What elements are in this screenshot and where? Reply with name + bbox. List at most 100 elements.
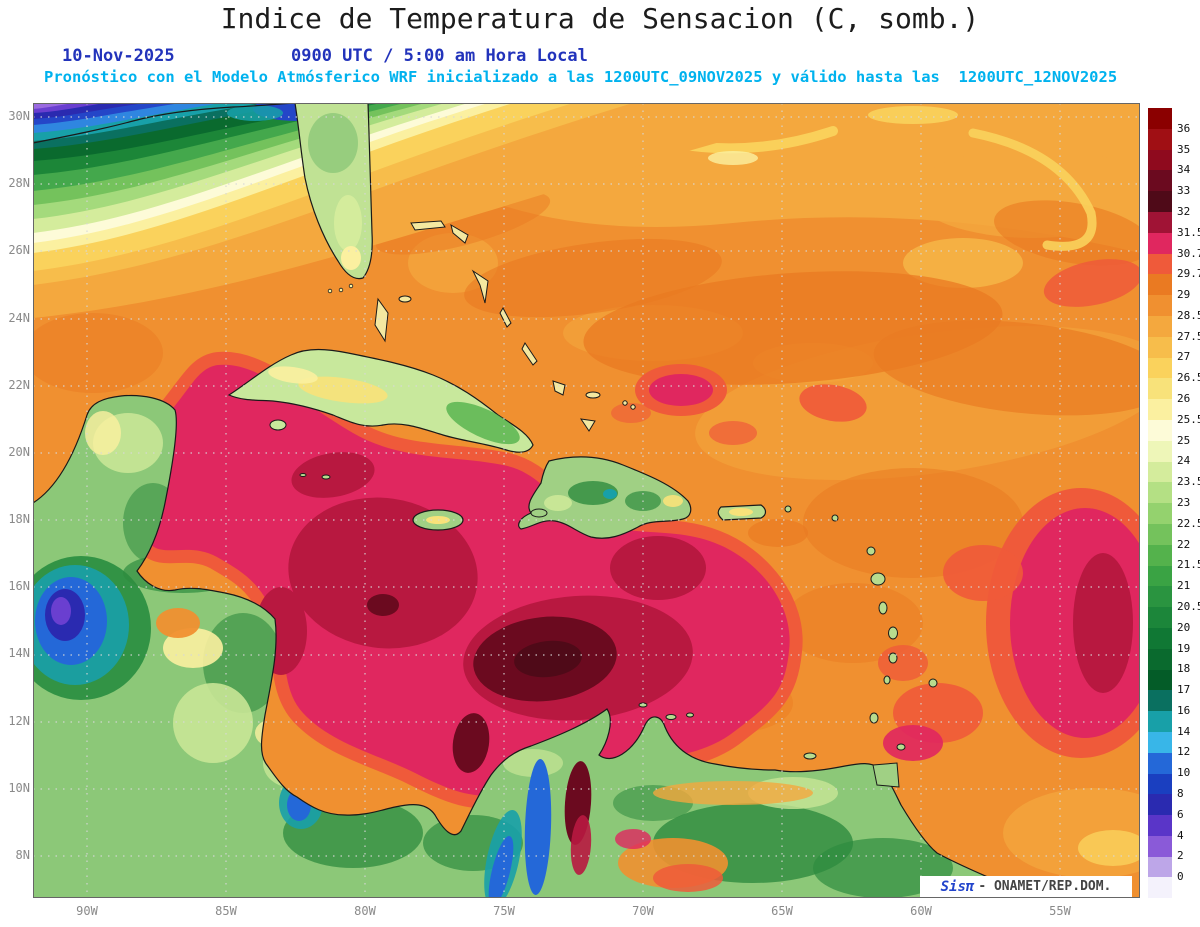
land-florida bbox=[33, 103, 373, 294]
lat-label: 24N bbox=[8, 310, 30, 325]
colorbar-segment bbox=[1148, 627, 1172, 649]
colorbar-label: 4 bbox=[1177, 828, 1184, 842]
islands-lesser-antilles bbox=[299, 473, 938, 788]
colorbar-label: 26 bbox=[1177, 392, 1191, 406]
island-puerto-rico bbox=[717, 504, 767, 521]
colorbar-segment bbox=[1148, 128, 1172, 150]
colorbar-segment bbox=[1148, 586, 1172, 608]
islands-bahamas bbox=[374, 220, 636, 432]
colorbar-label: 18 bbox=[1177, 662, 1191, 676]
lon-label: 55W bbox=[1049, 904, 1071, 918]
colorbar-label: 10 bbox=[1177, 766, 1191, 780]
colorbar-label: 23 bbox=[1177, 496, 1191, 509]
colorbar-label: 20.5 bbox=[1177, 599, 1200, 613]
colorbar-label: 34 bbox=[1177, 163, 1191, 177]
lat-label: 20N bbox=[8, 444, 30, 459]
colorbar-segment bbox=[1148, 378, 1172, 400]
lon-label: 70W bbox=[632, 904, 654, 918]
colorbar-label: 21 bbox=[1177, 579, 1191, 593]
colorbar-segment bbox=[1148, 357, 1172, 379]
watermark-brand: Sisπ bbox=[940, 878, 975, 895]
lat-label: 28N bbox=[8, 176, 30, 191]
valid-date: 10-Nov-2025 bbox=[62, 46, 175, 66]
warm-anomalies bbox=[611, 259, 1140, 761]
colorbar-segment bbox=[1148, 108, 1172, 129]
colorbar-segment bbox=[1148, 191, 1172, 212]
colorbar-segment bbox=[1148, 170, 1172, 192]
colorbar-label: 36 bbox=[1177, 121, 1191, 135]
colorbar-segment bbox=[1148, 877, 1172, 899]
colorbar-segment bbox=[1148, 211, 1172, 233]
lat-label: 30N bbox=[8, 109, 30, 123]
colorbar-label: 2 bbox=[1177, 849, 1184, 863]
lat-label: 22N bbox=[8, 377, 30, 392]
colorbar-label: 27.5 bbox=[1177, 329, 1200, 343]
colorbar-label: 35 bbox=[1177, 142, 1191, 156]
colorbar-segment bbox=[1148, 232, 1172, 254]
colorbar-segment bbox=[1148, 731, 1172, 753]
colorbar-label: 12 bbox=[1177, 745, 1191, 759]
colorbar-segment bbox=[1148, 856, 1172, 878]
colorbar-label: 20 bbox=[1177, 620, 1191, 634]
map-area: Sisπ - ONAMET/REP.DOM. bbox=[33, 103, 1140, 898]
colorbar-label: 28.5 bbox=[1177, 308, 1200, 322]
colorbar-segment bbox=[1148, 794, 1172, 816]
colorbar-segment bbox=[1148, 711, 1172, 732]
colorbar-label: 24 bbox=[1177, 454, 1191, 468]
colorbar-segment bbox=[1148, 336, 1172, 358]
colorbar-segment bbox=[1148, 503, 1172, 524]
colorbar-label: 22 bbox=[1177, 537, 1191, 551]
lon-label: 65W bbox=[771, 904, 793, 918]
colorbar-label: 31.5 bbox=[1177, 225, 1200, 239]
colorbar-segment bbox=[1148, 669, 1172, 691]
colorbar-label: 30.7 bbox=[1177, 246, 1200, 260]
colorbar-label: 22.5 bbox=[1177, 516, 1200, 530]
lat-label: 18N bbox=[8, 512, 30, 527]
colorbar-segment bbox=[1148, 149, 1172, 171]
lat-label: 8N bbox=[15, 847, 30, 862]
colorbar-label: 25 bbox=[1177, 433, 1191, 447]
colorbar-segment bbox=[1148, 835, 1172, 857]
colorbar-label: 32 bbox=[1177, 204, 1191, 218]
colorbar-label: 17 bbox=[1177, 683, 1191, 697]
colorbar-segment bbox=[1148, 419, 1172, 441]
island-cuba bbox=[227, 348, 534, 453]
lat-label: 16N bbox=[8, 579, 30, 594]
lat-label: 14N bbox=[8, 646, 30, 661]
colorbar-segment bbox=[1148, 565, 1172, 587]
lon-label: 75W bbox=[493, 904, 515, 918]
colorbar-segment bbox=[1148, 690, 1172, 712]
colorbar-label: 29.7 bbox=[1177, 267, 1200, 281]
colorbar-segment bbox=[1148, 648, 1172, 670]
graticule bbox=[33, 103, 1140, 898]
colorbar-label: 23.5 bbox=[1177, 475, 1200, 489]
lon-label: 60W bbox=[910, 904, 932, 918]
valid-time: 0900 UTC / 5:00 am Hora Local bbox=[291, 46, 588, 66]
colorbar-segment bbox=[1148, 440, 1172, 462]
colorbar-segment bbox=[1148, 544, 1172, 566]
page-title: Indice de Temperatura de Sensacion (C, s… bbox=[220, 2, 980, 35]
colorbar-label: 8 bbox=[1177, 787, 1184, 801]
watermark: Sisπ - ONAMET/REP.DOM. bbox=[920, 876, 1132, 897]
lon-label: 90W bbox=[76, 904, 98, 918]
colorbar-label: 33 bbox=[1177, 184, 1191, 198]
colorbar-label: 16 bbox=[1177, 703, 1191, 717]
colorbar-label: 6 bbox=[1177, 807, 1184, 821]
colorbar-label: 27 bbox=[1177, 350, 1191, 364]
colorbar-segment bbox=[1148, 253, 1172, 275]
colorbar-label: 0 bbox=[1177, 870, 1184, 884]
colorbar-segment bbox=[1148, 607, 1172, 628]
lat-label: 12N bbox=[8, 713, 30, 728]
colorbar-segment bbox=[1148, 461, 1172, 483]
island-hispaniola bbox=[518, 456, 692, 539]
colorbar-label: 21.5 bbox=[1177, 558, 1200, 572]
colorbar-label: 26.5 bbox=[1177, 371, 1200, 385]
map-svg bbox=[33, 103, 1140, 898]
colorbar-segment bbox=[1148, 274, 1172, 296]
colorbar-segment bbox=[1148, 295, 1172, 316]
colorbar-segment bbox=[1148, 815, 1172, 836]
forecast-subtitle: Pronóstico con el Modelo Atmósferico WRF… bbox=[44, 68, 1118, 86]
lat-label: 26N bbox=[8, 243, 30, 258]
colorbar-segment bbox=[1148, 752, 1172, 774]
